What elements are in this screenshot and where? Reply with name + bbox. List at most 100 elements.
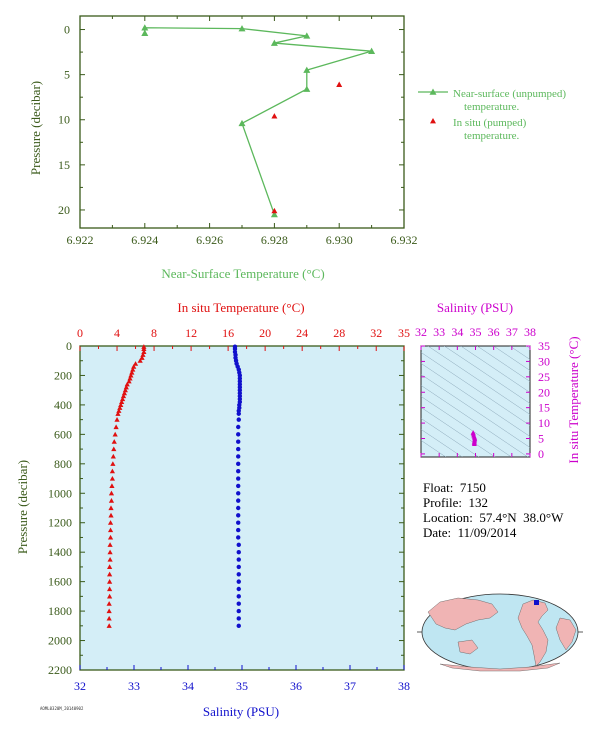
salinity-tick-label: 37 [344, 679, 356, 693]
temperature-point [109, 483, 115, 488]
salinity-point [236, 454, 241, 459]
ts-x-tick-label: 37 [506, 325, 518, 339]
date: Date: 11/09/2014 [423, 525, 517, 540]
legend-near-surface-line2: temperature. [464, 101, 520, 113]
near-surface-point [368, 47, 376, 54]
temperature-point [139, 355, 145, 360]
density-contour-line [427, 346, 530, 415]
near-surface-y-tick-label: 10 [58, 113, 70, 127]
near-surface-y-axis-label: Pressure (decibar) [28, 81, 43, 175]
temperature-point [107, 542, 113, 547]
location: Location: 57.4°N 38.0°W [423, 510, 564, 525]
temperature-point [108, 512, 114, 518]
salinity-tick-label: 36 [290, 679, 302, 693]
temperature-point [109, 468, 115, 474]
temperature-tick-label: 35 [398, 326, 410, 340]
temperature-point [107, 571, 113, 577]
temperature-point [110, 453, 116, 459]
salinity-tick-label: 32 [74, 679, 86, 693]
footer-code: AOML0320M_20140902 [40, 706, 84, 711]
ts-x-tick-label: 38 [524, 325, 536, 339]
salinity-point [236, 616, 241, 621]
pressure-tick-label: 1800 [48, 604, 72, 618]
pressure-tick-label: 1400 [48, 545, 72, 559]
ts-x-tick-label: 34 [451, 325, 463, 339]
pressure-tick-label: 1600 [48, 575, 72, 589]
salinity-point [236, 557, 241, 562]
density-contour-line [421, 407, 496, 457]
salinity-tick-label: 38 [398, 679, 410, 693]
density-contour-line [476, 346, 530, 382]
temperature-point [130, 366, 136, 372]
ts-x-tick-label: 35 [470, 325, 482, 339]
density-contour-line [421, 363, 530, 437]
temperature-point [106, 608, 112, 614]
salinity-point [236, 535, 241, 540]
near-surface-y-tick-label: 15 [58, 158, 70, 172]
salinity-point [236, 527, 241, 533]
ts-x-tick-label: 36 [488, 325, 500, 339]
temperature-point [109, 475, 115, 481]
world-map [417, 593, 583, 672]
temperature-point [120, 393, 127, 399]
temperature-point [126, 378, 132, 384]
legend-near-surface-marker [429, 88, 437, 95]
temperature-point [108, 490, 115, 496]
salinity-point [236, 572, 241, 577]
near-surface-point [238, 119, 246, 127]
world-map-float-marker [534, 600, 539, 605]
pressure-tick-label: 0 [66, 339, 72, 353]
profile-top-axis-label: In situ Temperature (°C) [177, 300, 304, 315]
density-contour-line [443, 346, 530, 404]
temperature-point [141, 349, 147, 354]
temperature-point [108, 505, 114, 511]
insitu-surface-point [271, 207, 278, 214]
near-surface-x-tick-label: 6.928 [261, 233, 288, 247]
profile-plot-background [79, 345, 405, 671]
temperature-point [128, 372, 134, 378]
near-surface-x-tick-label: 6.932 [391, 233, 418, 247]
temperature-point [107, 564, 113, 569]
temperature-point [123, 384, 129, 390]
temperature-point [108, 498, 115, 503]
temperature-point [132, 361, 139, 366]
salinity-point [236, 601, 241, 606]
density-contour-line [421, 385, 529, 457]
temperature-point [114, 417, 120, 422]
float-id: Float: 7150 [423, 480, 486, 495]
temperature-point [107, 520, 114, 525]
temperature-point [140, 352, 146, 357]
density-contour-line [421, 374, 530, 448]
density-contour-line [421, 396, 512, 457]
salinity-point [236, 424, 241, 430]
insitu-surface-point [336, 81, 343, 87]
temperature-point [111, 446, 117, 452]
temperature-point [107, 579, 113, 584]
salinity-point [236, 417, 241, 422]
near-surface-point [141, 24, 149, 31]
salinity-point [236, 505, 241, 511]
temperature-point [117, 405, 123, 410]
density-contour-line [421, 418, 480, 457]
temperature-tick-label: 12 [185, 326, 197, 340]
world-map-land-eurasia [427, 597, 499, 631]
salinity-point [236, 446, 241, 452]
pressure-tick-label: 2200 [48, 663, 72, 677]
temperature-point [112, 431, 118, 437]
near-surface-temperature-line [144, 27, 372, 215]
salinity-tick-label: 35 [236, 679, 248, 693]
near-surface-point [270, 39, 278, 46]
density-contour-line [509, 346, 530, 360]
insitu-surface-point [271, 113, 278, 119]
profile-number: Profile: 132 [423, 495, 488, 510]
profile-bottom-axis-label: Salinity (PSU) [203, 704, 279, 719]
world-map-land-americas [517, 599, 549, 667]
density-contour-line [421, 352, 530, 426]
near-surface-x-tick-label: 6.930 [326, 233, 353, 247]
near-surface-point [270, 210, 278, 218]
temperature-point [127, 375, 133, 381]
temperature-point [107, 586, 113, 592]
pressure-tick-label: 800 [54, 457, 72, 471]
